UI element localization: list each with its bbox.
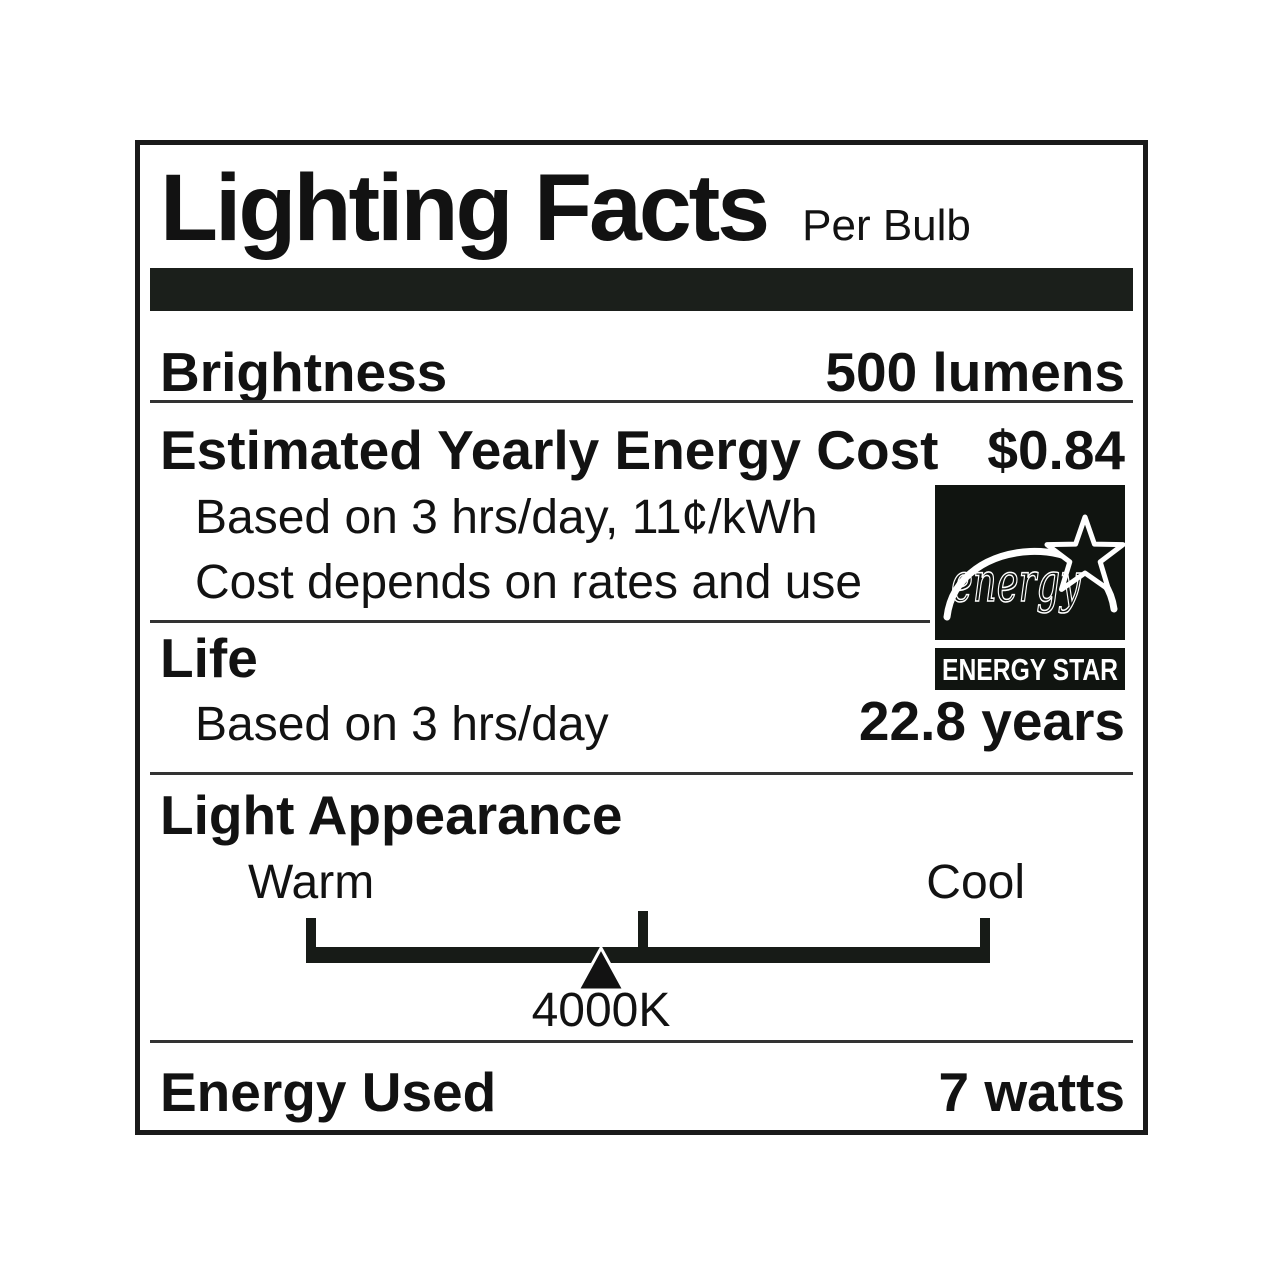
divider-4 [150, 1040, 1133, 1043]
title-row: Lighting Facts Per Bulb [160, 161, 971, 256]
page-title: Lighting Facts [160, 155, 770, 261]
divider-1 [150, 400, 1133, 403]
energy-cost-row: Estimated Yearly Energy Cost $0.84 [160, 423, 1125, 478]
warm-cool-row: Warm Cool [160, 859, 1125, 907]
scale-right-tick [980, 918, 990, 963]
temperature-marker-icon [575, 944, 627, 992]
light-appearance-label: Light Appearance [160, 784, 623, 846]
energy-cost-basis: Based on 3 hrs/day, 11¢/kWh [195, 491, 818, 544]
per-unit-label: Per Bulb [802, 201, 971, 250]
energy-cost-label: Estimated Yearly Energy Cost [160, 419, 939, 481]
brightness-value: 500 lumens [825, 341, 1125, 403]
life-basis: Based on 3 hrs/day [195, 698, 609, 751]
energy-star-icon: energy ENERGY STAR [935, 485, 1126, 690]
life-value: 22.8 years [858, 690, 1125, 752]
energy-star-logo: energy ENERGY STAR [935, 485, 1126, 690]
energy-used-label: Energy Used [160, 1061, 497, 1123]
star-icon [1044, 514, 1126, 592]
life-label: Life [160, 627, 258, 689]
brightness-label: Brightness [160, 341, 448, 403]
temperature-value: 4000K [531, 984, 671, 1037]
cool-label: Cool [926, 856, 1025, 909]
energy-used-row: Energy Used 7 watts [160, 1065, 1125, 1120]
lighting-facts-label: Lighting Facts Per Bulb Brightness 500 l… [135, 140, 1148, 1135]
energy-star-script: energy [951, 551, 1082, 614]
life-row: Based on 3 hrs/day 22.8 years [160, 694, 1125, 749]
divider-3 [150, 772, 1133, 775]
scale-left-tick [306, 918, 316, 963]
divider-2 [150, 620, 930, 623]
brightness-row: Brightness 500 lumens [160, 345, 1125, 400]
title-separator-bar [150, 268, 1133, 311]
scale-mid-tick [638, 911, 648, 963]
energy-cost-disclaimer: Cost depends on rates and use [195, 556, 863, 609]
energy-star-caption: ENERGY STAR [942, 652, 1118, 687]
energy-used-value: 7 watts [938, 1061, 1125, 1123]
temperature-scale-bar [306, 947, 990, 963]
warm-label: Warm [248, 856, 375, 909]
energy-cost-value: $0.84 [987, 419, 1125, 481]
